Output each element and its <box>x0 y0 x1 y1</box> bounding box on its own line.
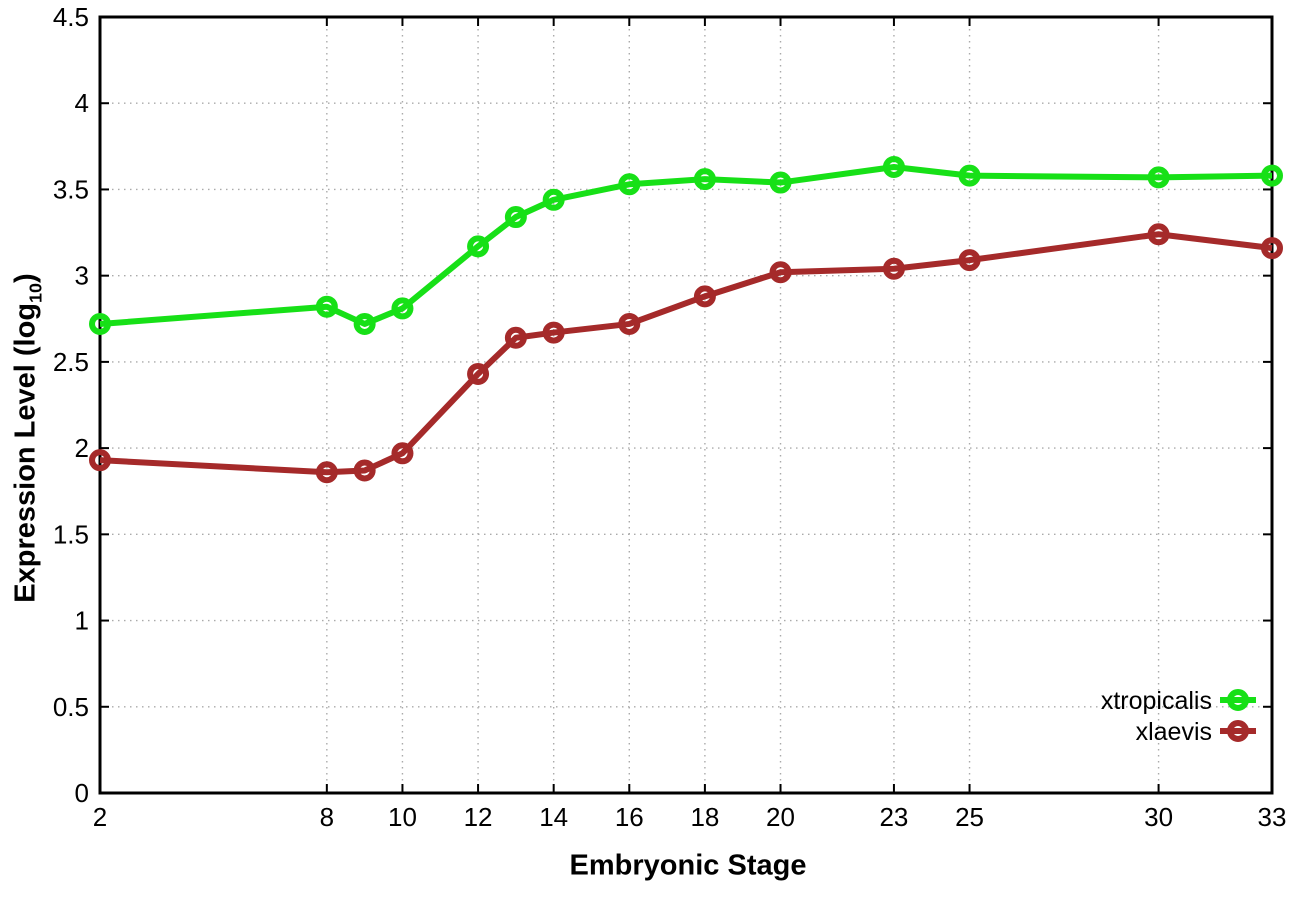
data-point-marker-xtropicalis <box>467 235 490 258</box>
x-tick-label: 25 <box>955 802 984 832</box>
data-point-marker-xlaevis <box>1147 223 1170 246</box>
data-point-marker-xlaevis <box>467 362 490 385</box>
data-point-marker-xlaevis <box>391 442 414 465</box>
y-tick-label: 3 <box>75 261 89 291</box>
y-tick-label: 1 <box>75 606 89 636</box>
x-tick-label: 2 <box>93 802 107 832</box>
legend-sample-marker-xlaevis <box>1227 720 1249 742</box>
x-tick-label: 23 <box>879 802 908 832</box>
plot-border <box>98 15 1274 795</box>
y-tick-label: 4 <box>75 88 89 118</box>
x-tick-label: 16 <box>615 802 644 832</box>
data-point-marker-xlaevis <box>769 261 792 284</box>
data-point-marker-xtropicalis <box>693 168 716 191</box>
data-point-marker-xlaevis <box>504 326 527 349</box>
y-tick-label: 3.5 <box>53 174 89 204</box>
x-tick-label: 33 <box>1258 802 1287 832</box>
data-point-marker-xtropicalis <box>353 312 376 335</box>
y-tick-label: 0.5 <box>53 692 89 722</box>
x-tick-label: 20 <box>766 802 795 832</box>
y-tick-label: 4.5 <box>53 2 89 32</box>
data-point-marker-xtropicalis <box>315 295 338 318</box>
data-point-marker-xtropicalis <box>618 173 641 196</box>
data-point-marker-xlaevis <box>958 249 981 272</box>
x-axis-title: Embryonic Stage <box>570 850 807 883</box>
data-point-marker-xlaevis <box>353 459 376 482</box>
data-point-marker-xlaevis <box>882 257 905 280</box>
x-tick-label: 10 <box>388 802 417 832</box>
legend-label-xtropicalis: xtropicalis <box>1101 687 1212 715</box>
data-point-marker-xlaevis <box>89 449 111 472</box>
y-axis-title-suffix: ) <box>9 273 42 283</box>
data-point-marker-xtropicalis <box>769 171 792 194</box>
y-axis-title: Expression Level (log10) <box>10 273 47 602</box>
x-tick-label: 8 <box>320 802 334 832</box>
y-tick-label: 2 <box>75 433 89 463</box>
data-point-marker-xtropicalis <box>89 312 111 335</box>
data-point-marker-xlaevis <box>542 321 565 344</box>
data-point-marker-xtropicalis <box>542 188 565 211</box>
data-point-marker-xtropicalis <box>504 206 527 229</box>
data-point-marker-xlaevis <box>618 312 641 335</box>
y-tick-label: 0 <box>75 778 89 808</box>
data-point-marker-xlaevis <box>693 285 716 308</box>
data-point-marker-xlaevis <box>315 461 338 484</box>
x-tick-label: 14 <box>539 802 568 832</box>
legend-label-xlaevis: xlaevis <box>1136 718 1212 746</box>
x-tick-label: 18 <box>690 802 719 832</box>
y-axis-title-text: Expression Level (log <box>9 302 42 603</box>
data-point-marker-xlaevis <box>1261 237 1283 260</box>
x-tick-label: 12 <box>464 802 493 832</box>
data-point-marker-xtropicalis <box>1147 166 1170 189</box>
y-tick-label: 1.5 <box>53 519 89 549</box>
y-tick-label: 2.5 <box>53 347 89 377</box>
data-point-marker-xtropicalis <box>1261 164 1283 187</box>
x-tick-label: 30 <box>1144 802 1173 832</box>
y-axis-title-subscript: 10 <box>25 282 46 303</box>
data-point-marker-xtropicalis <box>391 297 414 320</box>
series-line-xlaevis <box>99 231 1273 476</box>
data-point-marker-xtropicalis <box>882 156 905 179</box>
data-point-marker-xtropicalis <box>958 164 981 187</box>
x-axis-title-text: Embryonic Stage <box>569 849 807 882</box>
legend-sample-marker-xtropicalis <box>1227 689 1249 711</box>
